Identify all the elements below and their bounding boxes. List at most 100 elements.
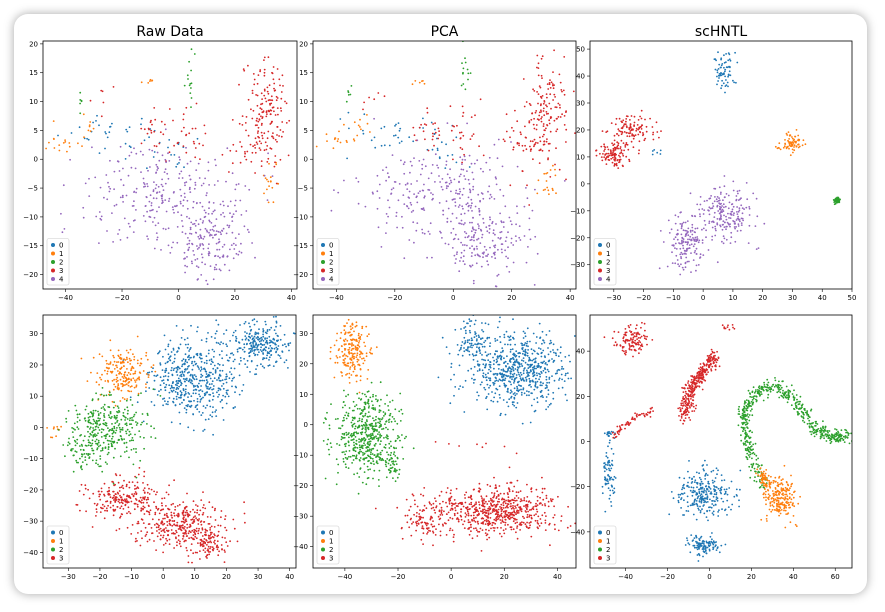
scatter-point [205, 384, 207, 386]
scatter-point [359, 126, 361, 128]
scatter-point [166, 172, 169, 175]
scatter-point [194, 259, 197, 261]
scatter-point [228, 171, 230, 173]
scatter-point [268, 359, 270, 361]
scatter-point [501, 243, 504, 246]
scatter-point [144, 220, 147, 223]
scatter-point [723, 226, 726, 229]
scatter-point [125, 441, 128, 444]
scatter-point [185, 384, 187, 387]
scatter-point [604, 148, 606, 151]
scatter-point [124, 142, 127, 145]
scatter-point [120, 486, 123, 488]
scatter-point [189, 348, 191, 351]
scatter-point [212, 547, 215, 550]
scatter-point [467, 235, 470, 237]
scatter-point [696, 227, 699, 230]
scatter-point [198, 382, 200, 385]
scatter-point [440, 231, 442, 234]
scatter-point [251, 348, 253, 351]
scatter-point [652, 138, 655, 141]
scatter-point [188, 217, 191, 220]
scatter-point [244, 321, 247, 323]
scatter-point [52, 427, 55, 430]
scatter-point [549, 93, 552, 96]
scatter-point [264, 349, 267, 352]
scatter-point [157, 222, 160, 225]
scatter-point [57, 429, 60, 431]
scatter-point [173, 514, 176, 517]
scatter-point [267, 92, 270, 95]
scatter-point [171, 390, 174, 393]
scatter-point [279, 129, 282, 131]
scatter-point [139, 459, 142, 462]
scatter-point [621, 153, 624, 155]
scatter-point [162, 404, 165, 407]
scatter-point [472, 373, 475, 376]
legend-marker [321, 251, 325, 256]
scatter-point [687, 231, 689, 233]
scatter-point [414, 80, 417, 82]
scatter-point [757, 247, 760, 250]
scatter-point [256, 335, 259, 338]
scatter-point [450, 362, 453, 365]
scatter-point [99, 458, 102, 460]
scatter-point [682, 229, 685, 232]
scatter-point [111, 423, 113, 425]
legend-label: 0 [59, 529, 63, 537]
scatter-point [107, 406, 110, 408]
scatter-point [461, 205, 464, 208]
scatter-point [639, 115, 641, 118]
scatter-point [249, 350, 252, 352]
scatter-point [755, 197, 758, 200]
scatter-point [148, 538, 151, 541]
scatter-point [722, 82, 725, 85]
scatter-point [145, 373, 148, 375]
scatter-point [539, 136, 541, 139]
scatter-point [703, 200, 706, 203]
scatter-point [235, 252, 238, 255]
scatter-point [119, 428, 122, 431]
scatter-point [203, 361, 206, 364]
scatter-point [114, 498, 116, 500]
scatter-point [111, 370, 114, 373]
scatter-point [133, 356, 136, 358]
scatter-point [243, 357, 246, 360]
scatter-point [727, 59, 730, 62]
scatter-point [184, 388, 187, 391]
scatter-point [189, 531, 192, 534]
scatter-point [281, 344, 284, 347]
y-tick-label: 0 [34, 156, 38, 164]
scatter-point [478, 145, 480, 148]
scatter-point [194, 406, 197, 409]
scatter-point [729, 242, 732, 245]
scatter-point [522, 78, 525, 80]
scatter-point [193, 254, 196, 256]
scatter-point [218, 238, 220, 241]
scatter-point [729, 223, 731, 226]
scatter-point [110, 442, 113, 445]
scatter-point [542, 189, 545, 192]
scatter-point [123, 365, 125, 368]
scatter-point [204, 370, 207, 373]
scatter-point [603, 150, 605, 152]
scatter-point [504, 413, 507, 416]
scatter-point [271, 120, 273, 123]
scatter-point [523, 344, 525, 347]
scatter-point [153, 130, 156, 133]
scatter-point [205, 194, 208, 197]
x-tick-label: 30 [788, 294, 797, 302]
scatter-point [175, 380, 178, 383]
scatter-point [613, 163, 616, 165]
scatter-point [275, 332, 277, 335]
scatter-point [126, 418, 129, 420]
scatter-point [114, 422, 117, 424]
scatter-point [88, 125, 91, 128]
scatter-point [152, 388, 155, 391]
scatter-point [556, 117, 558, 120]
scatter-point [203, 428, 206, 431]
scatter-point [459, 222, 461, 225]
scatter-point [116, 421, 118, 423]
scatter-point [163, 334, 166, 337]
scatter-point [466, 68, 469, 71]
